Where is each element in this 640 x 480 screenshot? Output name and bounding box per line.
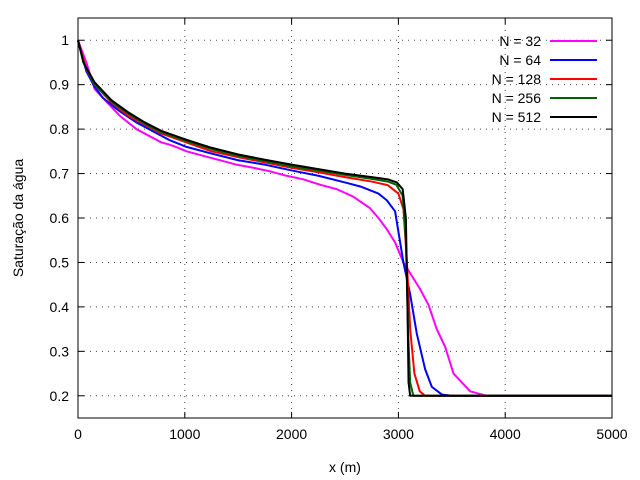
y-tick-label: 0.7 [50,166,70,182]
x-axis-label: x (m) [329,459,361,475]
y-tick-label: 0.8 [50,121,70,137]
series-line-1 [77,39,612,397]
x-tick-label: 3000 [383,426,414,442]
y-tick-label: 0.9 [50,77,70,93]
x-tick-label: 2000 [276,426,307,442]
ticks: 0 1000 2000 3000 4000 5000 0.2 0.3 0.4 0.5 0.6 0.7 0… [50,18,628,442]
y-axis-label: Saturação da água [10,159,26,278]
series-line-5 [77,39,612,397]
series-line-3 [77,39,612,397]
series-group [77,39,612,397]
y-tick-label: 1 [61,32,69,48]
legend-label-2: N = 64 [499,52,541,68]
legend: N = 32 N = 64 N = 128 N = 256 N = 512 [492,33,597,125]
y-tick-label: 0.3 [50,343,70,359]
x-tick-label: 4000 [490,426,521,442]
legend-label-4: N = 256 [492,90,542,106]
x-tick-label: 5000 [596,426,627,442]
y-tick-label: 0.4 [50,299,70,315]
y-tick-label: 0.5 [50,254,70,270]
legend-label-5: N = 512 [492,109,542,125]
y-tick-label: 0.6 [50,210,70,226]
legend-label-3: N = 128 [492,71,542,87]
x-tick-label: 0 [74,426,82,442]
series-line-2 [77,39,612,397]
legend-label-1: N = 32 [499,33,541,49]
x-tick-label: 1000 [169,426,200,442]
y-tick-label: 0.2 [50,388,70,404]
grid [78,18,612,418]
